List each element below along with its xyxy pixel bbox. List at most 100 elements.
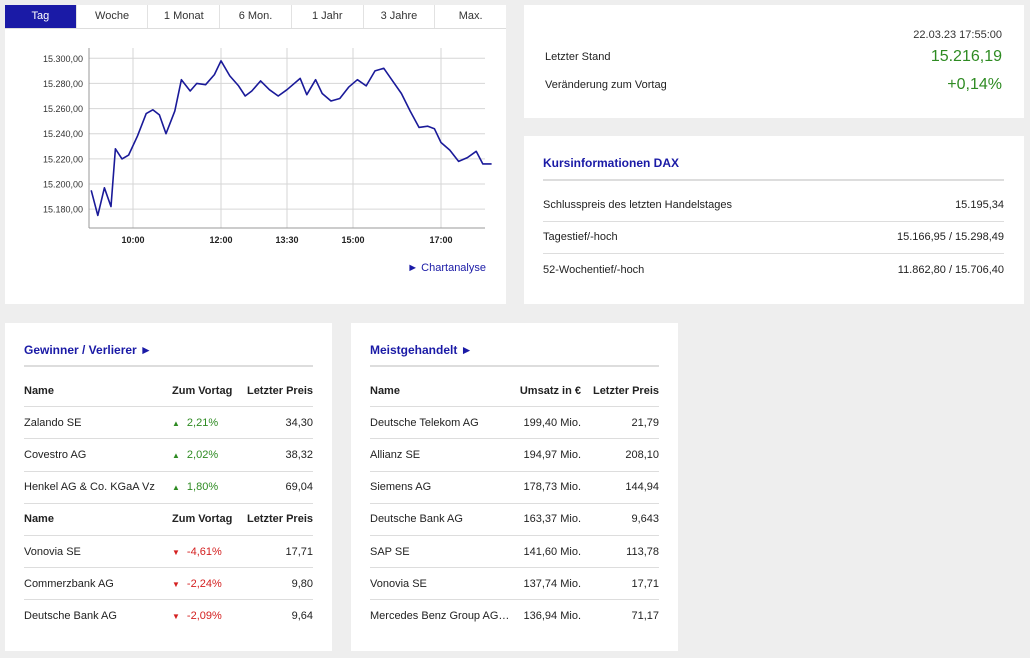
col-header-price: Letzter Preis [592,384,659,397]
gainers-losers-card: Gewinner / Verlierer ► Name Zum Vortag L… [5,323,332,651]
volume-value: 199,40 Mio. [523,416,581,429]
y-tick-label: 15.260,00 [43,104,83,114]
up-arrow-icon: ▲ [172,450,180,460]
change-value: +0,14% [947,76,1002,93]
col-header-change: Zum Vortag [172,384,233,397]
price-value: 9,80 [291,577,313,590]
table-row[interactable]: Allianz SE 194,97 Mio. 208,10 [370,439,659,472]
y-tick-label: 15.240,00 [43,129,83,139]
col-header-price: Letzter Preis [246,513,313,526]
change-value: -2,24% [186,577,222,590]
price-value: 144,94 [625,481,659,494]
volume-value: 137,74 Mio. [523,577,581,590]
down-arrow-icon: ▼ [172,612,180,622]
volume-value: 163,37 Mio. [523,513,581,526]
last-price-row: Letzter Stand 15.216,19 [545,48,1002,66]
up-arrow-icon: ▲ [172,418,180,428]
stock-name: Deutsche Bank AG [370,513,463,526]
dax-chart-card: Tag Woche 1 Monat 6 Mon. 1 Jahr 3 Jahre … [5,5,506,304]
info-value: 11.862,80 / 15.706,40 [897,264,1004,276]
stock-name: Henkel AG & Co. KGaA Vz [24,481,155,494]
row-divider [543,253,1004,254]
change-cell: ▲ 2,02% [172,449,218,461]
change-cell: ▼ -2,09% [172,610,222,622]
table-row[interactable]: Vonovia SE ▼ -4,61% 17,71 [24,536,313,569]
stock-name: Commerzbank AG [24,577,114,590]
intraday-line-chart[interactable]: 15.180,00 15.200,00 15.220,00 15.240,00 15.2… [5,29,506,259]
price-value: 17,71 [285,545,313,558]
volume-value: 194,97 Mio. [523,448,581,461]
stock-name: Allianz SE [370,448,421,461]
change-cell: ▲ 2,21% [172,417,218,429]
price-value: 17,71 [631,577,659,590]
change-value: -2,09% [186,610,222,623]
y-tick-label: 15.200,00 [43,180,83,190]
tab-1-monat[interactable]: 1 Monat [148,5,221,28]
table-row[interactable]: Deutsche Telekom AG 199,40 Mio. 21,79 [370,407,659,440]
tab-max[interactable]: Max. [458,10,483,22]
change-label: Veränderung zum Vortag [545,79,667,91]
table-row[interactable]: Covestro AG ▲ 2,02% 38,32 [24,439,313,472]
col-header-volume: Umsatz in € [519,384,581,397]
price-value: 21,79 [631,416,659,429]
col-header-name: Name [24,384,54,397]
table-row[interactable]: Deutsche Bank AG 163,37 Mio. 9,643 [370,504,659,536]
col-header-price: Letzter Preis [246,384,313,397]
most-traded-card: Meistgehandelt ► Name Umsatz in € Letzte… [351,323,678,651]
volume-value: 136,94 Mio. [523,610,581,623]
chartanalyse-link[interactable]: ► Chartanalyse [407,262,486,274]
stock-name: Covestro AG [24,448,87,461]
change-value: 2,21% [186,416,219,429]
info-row-close: Schlusspreis des letzten Handelstages 15… [543,199,1004,211]
gainers-losers-title-link[interactable]: Gewinner / Verlierer ► [24,343,152,357]
tab-tag[interactable]: Tag [5,5,77,28]
row-divider [543,221,1004,222]
info-label: Tagestief/-hoch [543,231,618,243]
gainers-losers-table: Name Zum Vortag Letzter Preis Zalando SE… [24,375,313,633]
table-row[interactable]: Zalando SE ▲ 2,21% 34,30 [24,407,313,440]
price-info-title: Kursinformationen DAX [543,156,680,170]
table-row[interactable]: Vonovia SE 137,74 Mio. 17,71 [370,568,659,601]
tab-6-mon[interactable]: 6 Mon. [220,5,292,28]
table-row[interactable]: Commerzbank AG ▼ -2,24% 9,80 [24,568,313,601]
table-row[interactable]: SAP SE 141,60 Mio. 113,78 [370,536,659,569]
col-header-change: Zum Vortag [172,513,233,526]
volume-value: 178,73 Mio. [523,481,581,494]
info-label: Schlusspreis des letzten Handelstages [543,199,732,211]
info-value: 15.166,95 / 15.298,49 [896,231,1004,243]
table-header-row: Name Umsatz in € Letzter Preis [370,375,659,408]
down-arrow-icon: ▼ [172,547,180,557]
y-tick-label: 15.300,00 [43,54,83,64]
y-tick-label: 15.220,00 [43,154,83,164]
y-tick-label: 15.180,00 [43,205,83,215]
info-label: 52-Wochentief/-hoch [543,264,645,276]
dax-price-line [90,60,492,217]
stock-name: Mercedes Benz Group AG… [370,610,510,623]
table-row[interactable]: Deutsche Bank AG ▼ -2,09% 9,64 [24,600,313,632]
table-header-row: Name Zum Vortag Letzter Preis [24,375,313,408]
price-value: 69,04 [285,481,313,494]
table-row[interactable]: Henkel AG & Co. KGaA Vz ▲ 1,80% 69,04 [24,472,313,504]
up-arrow-icon: ▲ [172,483,180,493]
change-value: 1,80% [186,481,219,494]
tab-3-jahre[interactable]: 3 Jahre [364,5,436,28]
stock-name: Siemens AG [370,481,432,494]
most-traded-title-link[interactable]: Meistgehandelt ► [370,343,473,357]
x-tick-label: 17:00 [429,235,452,245]
info-row-52w-range: 52-Wochentief/-hoch 11.862,80 / 15.706,4… [543,264,1004,276]
price-value: 38,32 [285,448,313,461]
table-row[interactable]: Mercedes Benz Group AG… 136,94 Mio. 71,1… [370,600,659,632]
price-timestamp: 22.03.23 17:55:00 [913,29,1002,41]
tab-1-jahr[interactable]: 1 Jahr [292,5,364,28]
table-row[interactable]: Siemens AG 178,73 Mio. 144,94 [370,472,659,504]
stock-name: Deutsche Telekom AG [370,416,479,429]
stock-name: SAP SE [370,545,410,558]
tab-woche[interactable]: Woche [77,5,149,28]
title-divider [543,179,1004,181]
x-tick-label: 12:00 [209,235,232,245]
price-value: 34,30 [285,416,313,429]
stock-name: Vonovia SE [370,577,427,590]
change-cell: ▼ -4,61% [172,546,222,558]
table-header-row: Name Zum Vortag Letzter Preis [24,504,313,536]
stock-name: Zalando SE [24,416,82,429]
